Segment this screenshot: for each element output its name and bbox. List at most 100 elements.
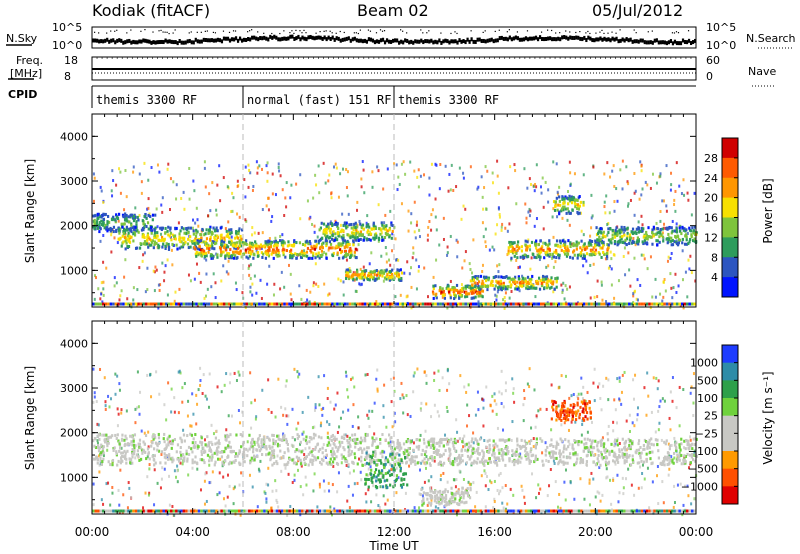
band-cell [346, 225, 349, 229]
nsky-point [440, 40, 443, 45]
nsky-point [156, 40, 159, 45]
scatter-cell [416, 367, 419, 371]
scatter-cell [102, 293, 105, 297]
ground-cell [107, 302, 110, 306]
scatter-cell [612, 429, 615, 433]
ground-cell [268, 302, 271, 306]
band-cell [563, 246, 567, 250]
band-cell [559, 203, 562, 207]
scatter-cell [268, 264, 271, 268]
scatter-cell [365, 221, 368, 225]
band-cell [552, 255, 556, 259]
band-cell [537, 276, 541, 280]
band-cell [652, 225, 655, 229]
nsearch-point [426, 32, 428, 34]
band-cell [362, 227, 365, 231]
scatter-cell [439, 163, 442, 167]
scatter-cell [670, 183, 673, 187]
scatter-cell [232, 196, 235, 200]
band-cell [215, 226, 218, 230]
nsky-point [516, 36, 520, 41]
ground-cell [137, 302, 140, 306]
band-cell [327, 236, 330, 240]
scatter-cell [634, 373, 637, 377]
scatter-cell [210, 440, 213, 444]
ground-cell [547, 509, 551, 513]
band-cell [487, 276, 491, 280]
band-cell [219, 247, 222, 251]
band-cell [330, 246, 333, 250]
band-cell [274, 239, 278, 243]
ground-cell [285, 302, 289, 306]
band-cell [154, 213, 157, 217]
scatter-cell [100, 189, 103, 193]
band-cell [303, 253, 306, 257]
band-cell [283, 241, 286, 245]
scatter-cell [640, 214, 643, 218]
nsky-point [613, 37, 616, 42]
band-cell [590, 239, 594, 243]
band-cell [545, 286, 549, 290]
band-cell [147, 227, 150, 231]
band-cell [471, 296, 474, 300]
scatter-cell [395, 460, 398, 464]
band-cell [189, 235, 192, 239]
scatter-cell [550, 383, 553, 387]
band-cell [377, 271, 380, 275]
band-cell [261, 245, 264, 249]
scatter-cell [618, 441, 621, 445]
scatter-cell [616, 437, 619, 441]
scatter-cell [676, 455, 679, 459]
ground-cell [482, 302, 485, 306]
nsearch-point [585, 32, 587, 34]
nsearch-point [357, 32, 359, 35]
band-cell [579, 246, 582, 250]
band-cell [457, 291, 460, 295]
band-cell [205, 242, 208, 246]
band-cell [236, 246, 240, 250]
nsearch-point [551, 29, 553, 32]
ground-cell [524, 302, 528, 306]
band-cell [266, 240, 269, 244]
band-cell [256, 251, 259, 255]
nsearch-point [293, 32, 295, 35]
band-cell [391, 229, 394, 233]
scatter-cell [327, 481, 330, 485]
band-cell [377, 238, 381, 242]
scatter-cell [414, 236, 417, 240]
scatter-cell [199, 366, 202, 370]
scatter-cell [660, 438, 663, 442]
nsky-point [591, 38, 594, 43]
scatter-cell [98, 454, 101, 458]
ground-cell [351, 302, 354, 306]
nsearch-point [619, 29, 621, 31]
band-cell [388, 270, 391, 274]
band-cell [607, 243, 610, 247]
scatter-cell [641, 223, 644, 227]
scatter-cell [376, 387, 379, 391]
ground-cell [466, 509, 470, 513]
scatter-cell [147, 493, 150, 497]
scatter-cell [319, 424, 322, 428]
band-cell [539, 250, 543, 254]
scatter-cell [271, 215, 274, 219]
scatter-cell [243, 178, 246, 182]
band-cell [599, 246, 602, 250]
band-cell [641, 229, 644, 233]
band-cell [350, 253, 353, 257]
scatter-cell [342, 410, 345, 414]
scatter-cell [689, 438, 692, 442]
ground-cell [454, 509, 457, 513]
scatter-cell [552, 160, 555, 164]
scatter-cell [640, 169, 643, 173]
band-cell [665, 227, 668, 231]
scatter-cell [558, 492, 561, 496]
band-cell [498, 285, 501, 289]
scatter-cell [305, 288, 308, 292]
scatter-cell [296, 370, 299, 374]
nsky-point [494, 38, 497, 43]
nsky-point [428, 39, 431, 44]
scatter-cell [126, 506, 129, 510]
band-cell [513, 241, 516, 245]
band-cell [565, 254, 569, 258]
